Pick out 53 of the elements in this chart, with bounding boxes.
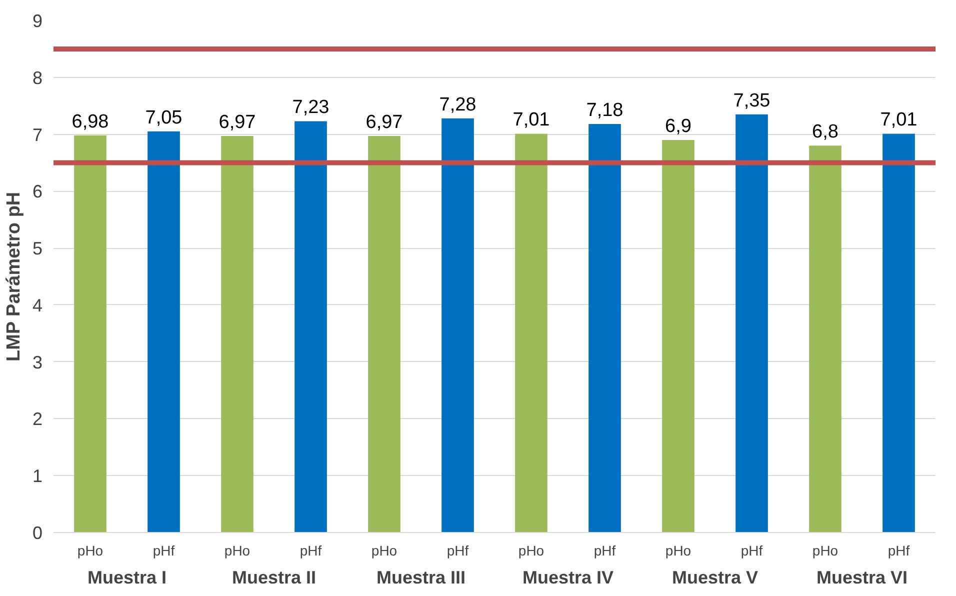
y-tick-label: 2: [32, 409, 43, 430]
text: pHo: [665, 542, 692, 558]
data-label: 7,35: [733, 90, 770, 112]
x-tick-label: Muestra VI: [816, 568, 908, 588]
bar: [74, 135, 106, 532]
x-tick-label: Muestra I: [87, 568, 167, 588]
y-tick-label: 8: [32, 68, 43, 88]
y-tick-label: 6: [32, 182, 43, 202]
text: pHo: [812, 542, 838, 558]
text: pHf: [594, 542, 616, 558]
y-tick-label: 0: [32, 523, 43, 543]
data-label: 7,05: [145, 107, 182, 128]
data-label: 6,97: [366, 112, 403, 133]
y-tick-label: 1: [32, 466, 43, 486]
x-tick-label: Muestra III: [376, 568, 466, 588]
y-tick-label: 9: [32, 11, 43, 31]
text: pHo: [224, 542, 250, 558]
bar: [442, 118, 474, 532]
data-label: 6,98: [72, 111, 109, 132]
data-label: 6,8: [812, 122, 838, 143]
bar: [736, 114, 768, 532]
data-label: 6,9: [665, 116, 692, 137]
x-tick-label: Muestra II: [232, 568, 316, 588]
data-label: 7,23: [292, 97, 330, 118]
data-label: 7,01: [512, 110, 550, 131]
x-tick-label: Muestra IV: [522, 568, 614, 588]
series-label: pHf: [152, 542, 175, 558]
data-label: 7,28: [439, 94, 476, 116]
y-tick-label: 5: [32, 238, 43, 259]
bar: [882, 134, 915, 532]
data-label: 6,97: [218, 112, 256, 133]
bar: [515, 134, 548, 532]
y-tick-label: 7: [32, 124, 43, 145]
y-tick-label: 3: [32, 352, 43, 372]
text: pHf: [888, 542, 910, 558]
text: pHf: [740, 542, 763, 558]
y-axis-title: LMP Parámetro pH: [3, 192, 24, 362]
text: pHf: [300, 542, 322, 558]
text: pHo: [371, 542, 398, 558]
bar: [809, 146, 842, 532]
data-label: 7,01: [880, 110, 918, 131]
bar: [662, 140, 694, 532]
bar: [588, 124, 621, 532]
series-label: pHo: [77, 542, 104, 558]
bar: [294, 121, 327, 532]
bar: [368, 136, 400, 532]
text: pHf: [446, 542, 469, 558]
bar: [148, 131, 180, 532]
y-tick-label: 4: [32, 295, 43, 316]
text: pHo: [518, 542, 544, 558]
x-tick-label: Muestra V: [672, 568, 758, 588]
bar: [221, 136, 254, 532]
data-label: 7,18: [586, 100, 624, 122]
